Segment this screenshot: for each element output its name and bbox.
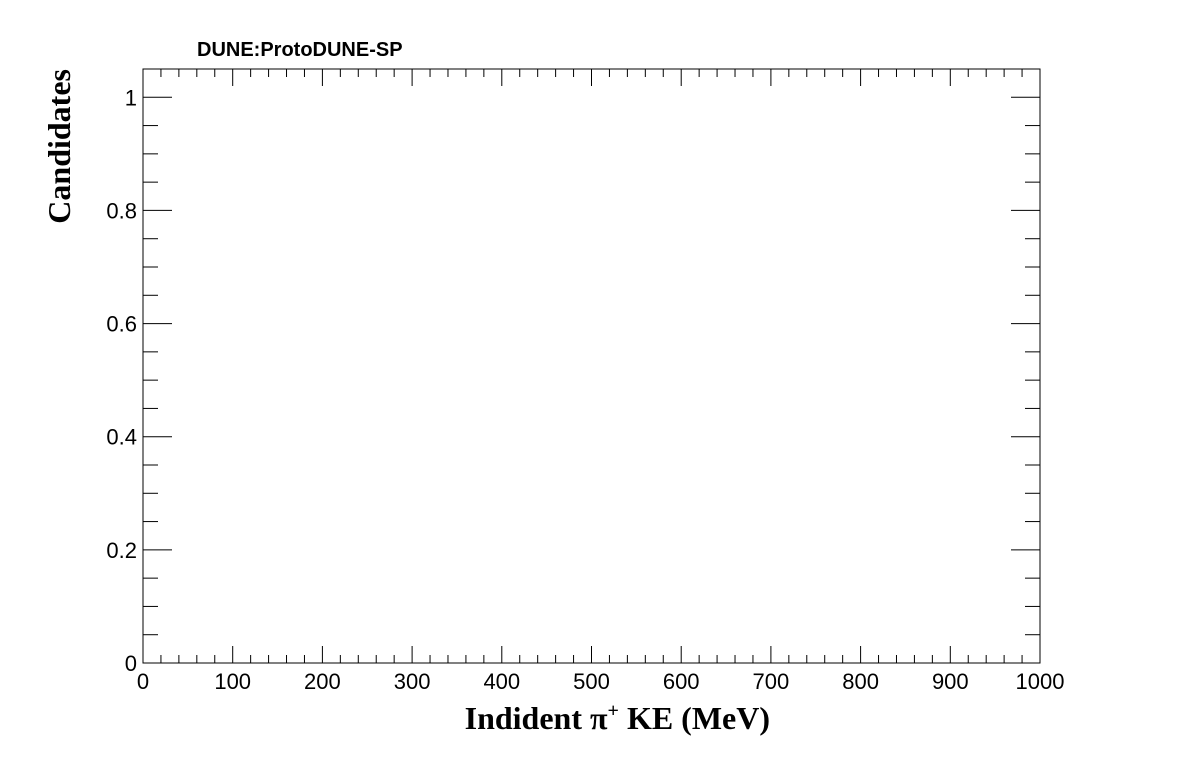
x-axis-title-tail: KE (MeV): [619, 700, 770, 736]
y-axis-ticks: [143, 68, 1040, 664]
x-tick-label: 300: [394, 669, 431, 694]
x-axis-tick-labels: 0 100 200 300 400 500 600 700 800 900 1000: [137, 669, 1065, 694]
x-tick-label: 1000: [1016, 669, 1065, 694]
x-axis-title-main: Indident π: [465, 700, 608, 736]
x-tick-label: 700: [753, 669, 790, 694]
y-tick-label: 1: [125, 85, 137, 110]
plot-frame: [142, 68, 1041, 664]
x-tick-label: 400: [483, 669, 520, 694]
x-axis-ticks: [142, 69, 1041, 663]
x-tick-label: 100: [214, 669, 251, 694]
x-tick-label: 900: [932, 669, 969, 694]
y-tick-label: 0.8: [106, 198, 137, 223]
y-axis-tick-labels: 0 0.2 0.4 0.6 0.8 1: [106, 85, 137, 676]
x-axis-title-superscript: +: [608, 700, 619, 722]
x-tick-label: 0: [137, 669, 149, 694]
y-tick-label: 0: [125, 651, 137, 676]
y-tick-label: 0.6: [106, 312, 137, 337]
x-tick-label: 500: [573, 669, 610, 694]
y-tick-label: 0.2: [106, 538, 137, 563]
x-tick-label: 600: [663, 669, 700, 694]
chart-title: DUNE:ProtoDUNE-SP: [197, 39, 403, 61]
x-tick-label: 800: [842, 669, 879, 694]
x-axis-title: Indident π+ KE (MeV): [465, 700, 770, 736]
y-axis-title: Candidates: [41, 69, 77, 224]
x-tick-label: 200: [304, 669, 341, 694]
y-tick-label: 0.4: [106, 425, 137, 450]
